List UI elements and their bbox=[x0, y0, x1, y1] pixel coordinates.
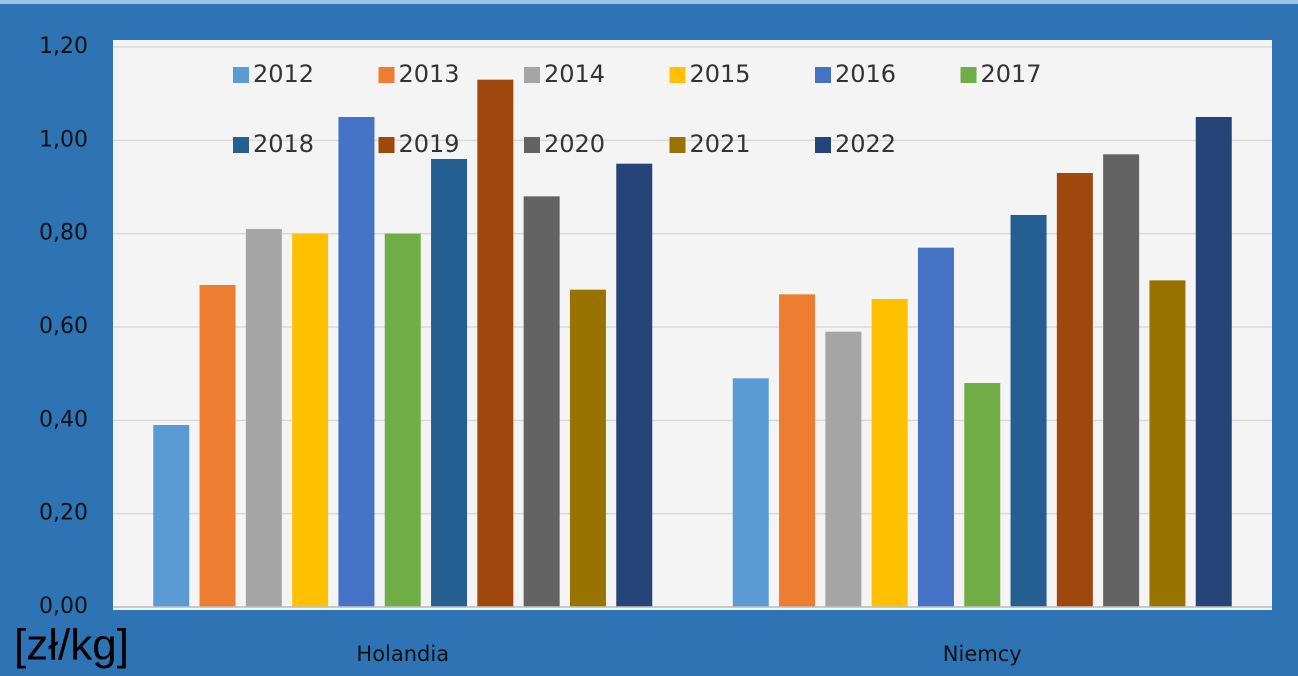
legend-label: 2021 bbox=[690, 130, 751, 158]
legend-label: 2019 bbox=[399, 130, 460, 158]
y-tick-label: 0,40 bbox=[39, 407, 88, 432]
legend-swatch bbox=[524, 137, 540, 153]
legend-swatch bbox=[669, 67, 686, 83]
legend-swatch bbox=[233, 137, 249, 153]
bar bbox=[732, 378, 769, 607]
bar bbox=[199, 285, 236, 607]
legend-swatch bbox=[669, 137, 686, 153]
legend-label: 2017 bbox=[981, 60, 1042, 88]
bar bbox=[477, 79, 514, 607]
legend-label: 2020 bbox=[544, 130, 605, 158]
bar bbox=[153, 425, 190, 607]
bar bbox=[1149, 280, 1186, 607]
plot-area bbox=[113, 40, 1272, 610]
y-tick-label: 0,60 bbox=[39, 314, 88, 339]
x-tick-label: Holandia bbox=[356, 642, 449, 666]
bar bbox=[1103, 154, 1140, 608]
bar bbox=[569, 289, 606, 607]
bar bbox=[1056, 173, 1093, 607]
y-tick-label: 1,00 bbox=[39, 127, 88, 152]
bar bbox=[964, 383, 1001, 607]
bar bbox=[871, 299, 908, 607]
legend-swatch bbox=[815, 137, 831, 153]
legend-label: 2016 bbox=[835, 60, 896, 88]
legend-swatch bbox=[960, 67, 977, 83]
x-tick-label: Niemcy bbox=[943, 642, 1022, 666]
y-tick-label: 0,80 bbox=[39, 221, 88, 246]
y-tick-label: 1,20 bbox=[39, 34, 88, 59]
legend-swatch bbox=[815, 67, 831, 83]
top-border bbox=[0, 0, 1298, 4]
bar bbox=[384, 233, 421, 607]
bar bbox=[245, 229, 282, 607]
legend-label: 2022 bbox=[835, 130, 896, 158]
legend-label: 2012 bbox=[253, 60, 314, 88]
bar bbox=[779, 294, 816, 607]
legend-label: 2014 bbox=[544, 60, 605, 88]
legend-swatch bbox=[524, 67, 540, 83]
bar bbox=[523, 196, 560, 608]
legend-label: 2013 bbox=[399, 60, 460, 88]
bar bbox=[1195, 117, 1232, 607]
y-tick-label: 0,00 bbox=[39, 594, 88, 619]
axis-label: [zł/kg] bbox=[14, 621, 129, 670]
bar bbox=[825, 331, 862, 607]
legend-swatch bbox=[378, 137, 395, 153]
bar bbox=[616, 163, 653, 607]
legend-label: 2015 bbox=[690, 60, 751, 88]
bar bbox=[917, 247, 954, 607]
legend-label: 2018 bbox=[253, 130, 314, 158]
legend-swatch bbox=[378, 67, 395, 83]
legend-swatch bbox=[233, 67, 249, 83]
bar bbox=[338, 117, 375, 607]
bar bbox=[431, 159, 468, 607]
y-tick-label: 0,20 bbox=[39, 501, 88, 526]
bar bbox=[292, 233, 329, 607]
bar bbox=[1010, 215, 1047, 607]
